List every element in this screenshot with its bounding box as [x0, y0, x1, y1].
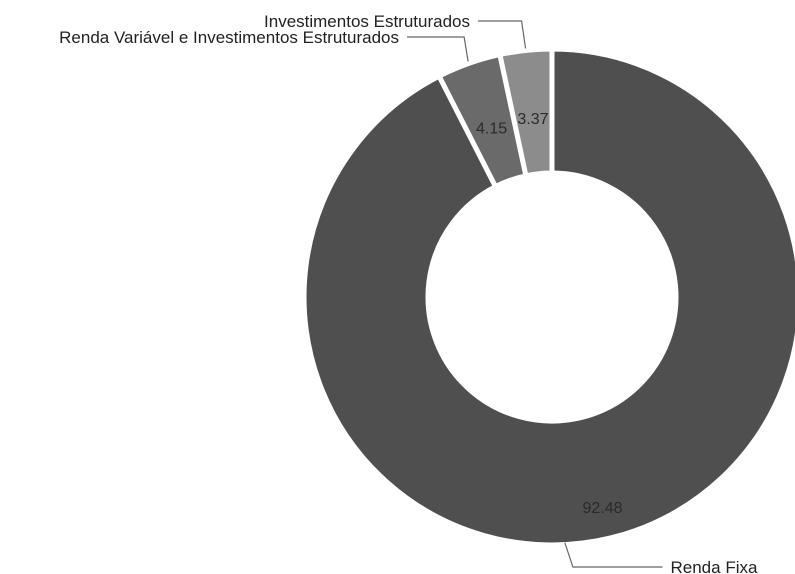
category-label-renda-fixa: Renda Fixa	[671, 558, 758, 574]
value-label-investimentos-estruturados: 3.37	[517, 111, 548, 128]
leader-line-renda-variavel-e-investimentos-estruturados	[407, 36, 469, 62]
category-label-investimentos-estruturados: Investimentos Estruturados	[264, 12, 470, 31]
category-label-renda-variavel-e-investimentos-estruturados: Renda Variável e Investimentos Estrutura…	[59, 28, 399, 47]
slice-renda-fixa	[301, 46, 795, 548]
value-label-renda-fixa: 92.48	[583, 500, 623, 517]
value-label-renda-variavel-e-investimentos-estruturados: 4.15	[476, 120, 507, 137]
leader-line-renda-fixa	[564, 542, 663, 568]
leader-line-investimentos-estruturados	[478, 20, 527, 49]
slice-investimentos-estruturados	[496, 46, 555, 179]
